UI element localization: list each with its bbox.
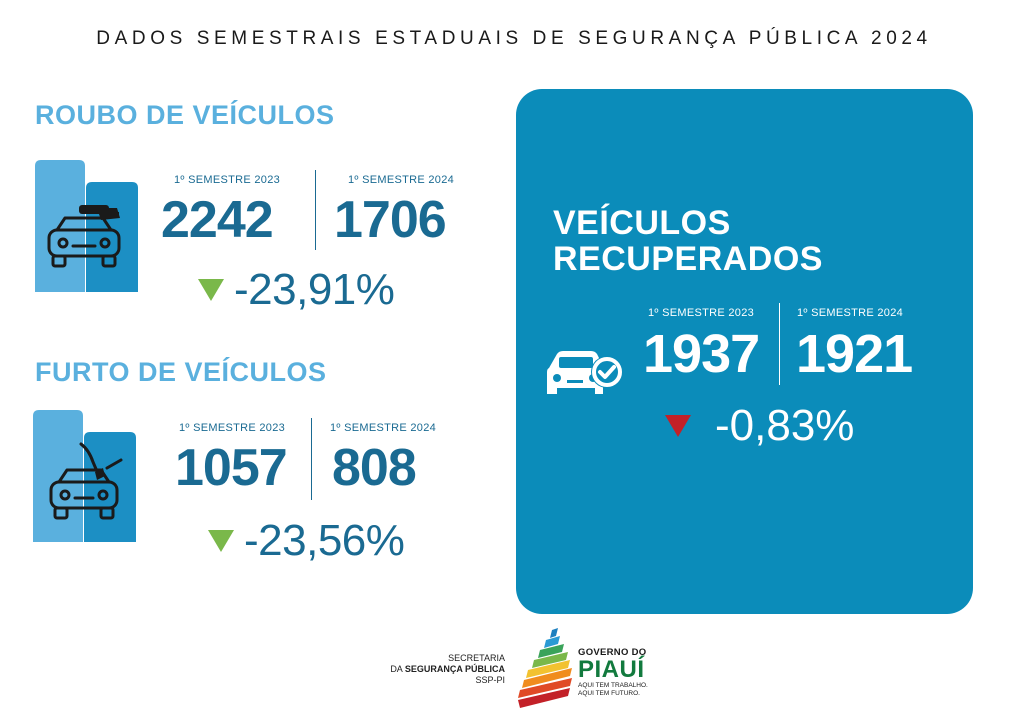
recuperados-title-line2: RECUPERADOS [553, 240, 823, 278]
roubo-value-2023: 2242 [161, 191, 274, 249]
recuperados-change: -0,83% [715, 401, 855, 450]
car-break-in-icon [33, 410, 138, 542]
furto-value-2024: 808 [332, 439, 417, 497]
ssp-line1: SECRETARIA [448, 653, 505, 663]
recuperados-label-2024: 1º SEMESTRE 2024 [797, 307, 904, 319]
furto-divider [311, 418, 312, 500]
roubo-label-2024: 1º SEMESTRE 2024 [348, 174, 455, 186]
gov-line2: PIAUÍ [578, 656, 645, 683]
roubo-divider [315, 170, 316, 250]
recuperados-label-2023: 1º SEMESTRE 2023 [648, 307, 755, 319]
roubo-section-title: ROUBO DE VEÍCULOS [35, 100, 335, 130]
recuperados-title-line1: VEÍCULOS [553, 204, 731, 242]
ssp-line3: SSP-PI [475, 675, 505, 685]
recuperados-divider [779, 303, 780, 385]
furto-change: -23,56% [244, 516, 405, 565]
roubo-label-2023: 1º SEMESTRE 2023 [174, 174, 281, 186]
decrease-arrow-icon [665, 415, 691, 437]
governo-piaui-logo-text: GOVERNO DO PIAUÍ AQUI TEM TRABALHO. AQUI… [578, 647, 648, 698]
gov-line1: GOVERNO DO [578, 647, 647, 658]
car-check-icon [541, 348, 625, 402]
roubo-change-row: -23,91% [198, 265, 395, 314]
decrease-arrow-icon [198, 279, 224, 301]
page-header-title: DADOS SEMESTRAIS ESTADUAIS DE SEGURANÇA … [96, 28, 932, 49]
ssp-line2: DA SEGURANÇA PÚBLICA [360, 664, 505, 675]
recuperados-value-2023: 1937 [643, 324, 760, 384]
furto-label-2023: 1º SEMESTRE 2023 [179, 422, 286, 434]
roubo-value-2024: 1706 [334, 191, 447, 249]
furto-label-2024: 1º SEMESTRE 2024 [330, 422, 437, 434]
recuperados-change-row: -0,83% [665, 404, 854, 448]
roubo-change: -23,91% [234, 265, 395, 314]
gov-line3: AQUI TEM TRABALHO. [578, 682, 648, 689]
decrease-arrow-icon [208, 530, 234, 552]
piaui-state-logo-icon [516, 628, 574, 710]
gov-line4: AQUI TEM FUTURO. [578, 690, 640, 697]
recuperados-value-2024: 1921 [796, 324, 913, 384]
ssp-line2-prefix: DA [390, 664, 405, 674]
car-theft-icon [35, 160, 140, 292]
furto-section-title: FURTO DE VEÍCULOS [35, 357, 327, 387]
furto-change-row: -23,56% [208, 516, 405, 565]
recuperados-title: VEÍCULOS RECUPERADOS [553, 205, 823, 277]
ssp-logo-text: SECRETARIA DA SEGURANÇA PÚBLICA SSP-PI [360, 653, 505, 686]
ssp-line2-bold: SEGURANÇA PÚBLICA [404, 664, 505, 674]
furto-value-2023: 1057 [175, 439, 288, 497]
